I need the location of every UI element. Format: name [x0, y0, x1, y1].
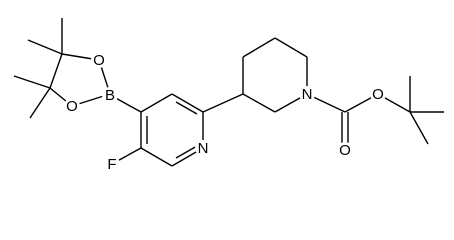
atom-label: F [107, 156, 116, 173]
atom-label: O [372, 86, 384, 103]
structure: F N B O O N O O [13, 18, 444, 173]
atom-label: N [198, 140, 209, 157]
atom-label: B [105, 87, 115, 104]
page: F N B O O N O O (() => { const data = JS… [13, 18, 444, 173]
atom-label: O [339, 142, 351, 159]
atom-label: O [93, 52, 105, 69]
atom-label: O [66, 98, 78, 115]
atom-labels: F N B O O N O O [64, 52, 386, 173]
atom-label: N [302, 86, 313, 103]
